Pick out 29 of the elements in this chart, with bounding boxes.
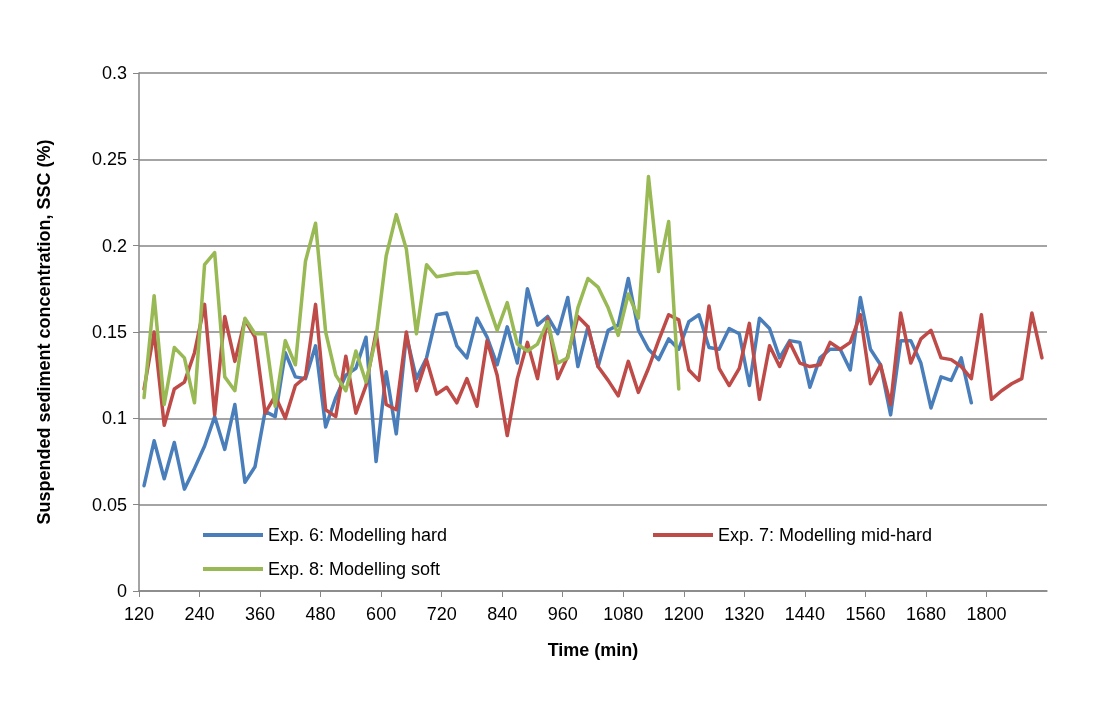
legend-label: Exp. 8: Modelling soft (268, 559, 441, 579)
x-tick-label: 1560 (845, 604, 886, 624)
legend-label: Exp. 7: Modelling mid-hard (718, 525, 933, 545)
x-tick-label: 960 (547, 604, 578, 624)
x-tick-label: 1320 (724, 604, 765, 624)
x-tick-label: 1800 (966, 604, 1007, 624)
x-tick-label: 1080 (603, 604, 644, 624)
x-tick-label: 1680 (905, 604, 946, 624)
y-tick-label: 0.15 (91, 322, 127, 342)
y-axis-title: Suspended sediment concentration, SSC (%) (34, 139, 54, 525)
y-tick-label: 0.2 (101, 235, 127, 256)
x-tick-label: 600 (366, 604, 397, 624)
x-tick-label: 480 (305, 604, 336, 624)
x-tick-label: 1440 (784, 604, 825, 624)
y-tick-label: 0.05 (91, 494, 127, 515)
y-tick-label: 0.25 (91, 149, 127, 170)
line-series (142, 174, 681, 408)
legend-label: Exp. 6: Modelling hard (268, 525, 448, 545)
x-axis-title: Time (min) (547, 640, 639, 660)
x-tick-label: 360 (245, 604, 276, 624)
y-tick-label: 0 (116, 581, 127, 601)
y-tick-label: 0.1 (101, 408, 127, 429)
line-series (142, 302, 1044, 438)
x-tick-label: 240 (184, 604, 215, 624)
x-tick-label: 1200 (663, 604, 704, 624)
y-tick-label: 0.3 (101, 63, 127, 83)
x-tick-label: 840 (487, 604, 518, 624)
x-tick-label: 120 (123, 604, 155, 624)
x-tick-label: 720 (426, 604, 457, 624)
